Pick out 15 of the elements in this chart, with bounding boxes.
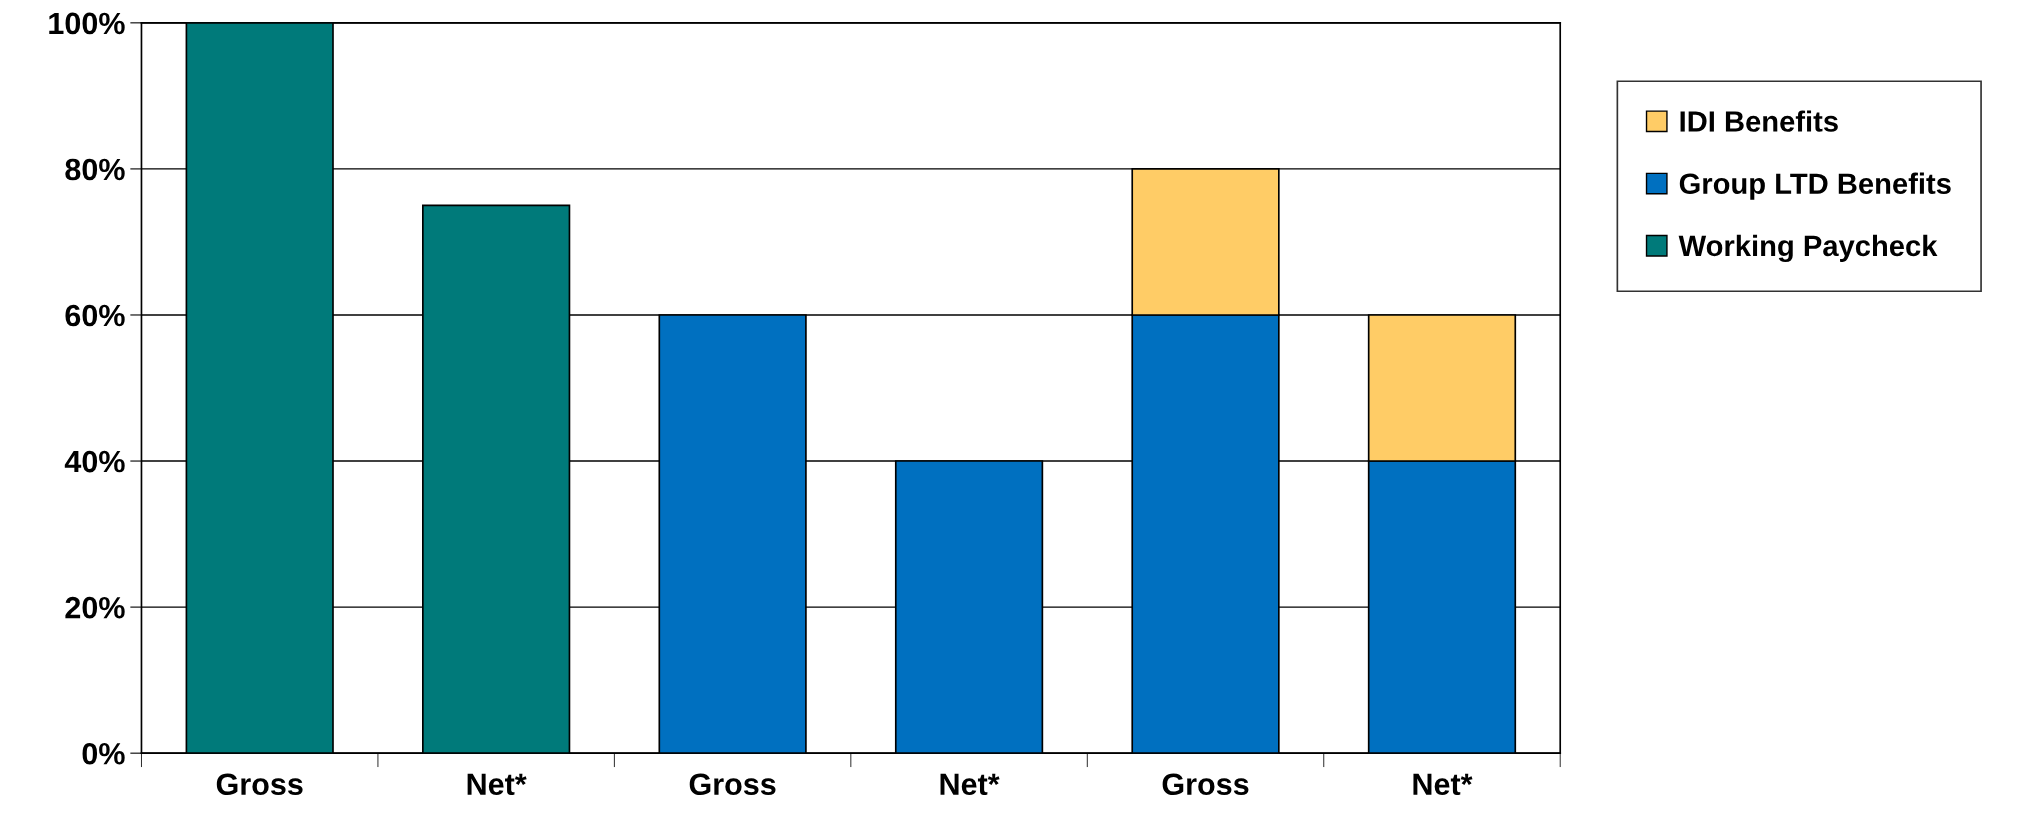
y-tick-label: 40%: [64, 450, 125, 473]
y-tick-label: 60%: [65, 304, 125, 327]
legend-label: Working Paycheck: [1678, 234, 1938, 263]
y-tick-label: 100%: [49, 12, 125, 35]
x-tick-label: Net*: [1413, 773, 1473, 796]
x-tick-label: Net*: [467, 773, 527, 796]
y-tick-label: 0%: [82, 742, 125, 765]
x-tick-label: Net*: [940, 773, 1000, 796]
legend-label: IDI Benefits: [1680, 110, 1838, 132]
x-tick-label: Gross: [1162, 773, 1249, 796]
x-tick-label: Gross: [216, 773, 303, 796]
x-tick-label: Gross: [689, 773, 776, 796]
y-tick-label: 20%: [65, 596, 125, 619]
legend-label: Group LTD Benefits: [1679, 172, 1951, 200]
y-tick-label: 80%: [65, 158, 125, 181]
